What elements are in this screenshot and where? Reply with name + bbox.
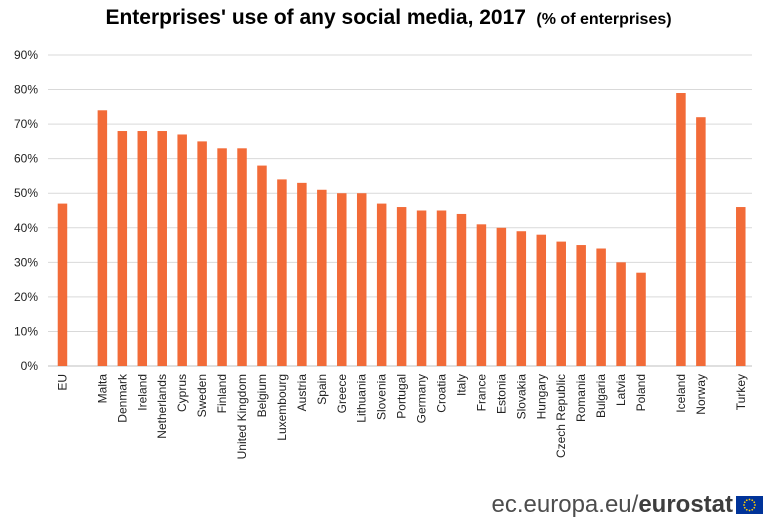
flag-star bbox=[745, 499, 748, 502]
bar-sweden bbox=[197, 141, 207, 366]
flag-star bbox=[754, 504, 756, 506]
x-tick-label: Belgium bbox=[255, 374, 269, 417]
bar-poland bbox=[636, 272, 646, 366]
bar-germany bbox=[416, 210, 427, 366]
x-tick-label: Spain bbox=[315, 374, 329, 405]
bar-france bbox=[476, 224, 487, 366]
bar-hungary bbox=[536, 234, 547, 366]
flag-star bbox=[745, 508, 748, 511]
y-tick-label: 10% bbox=[14, 324, 38, 338]
x-tick-label: France bbox=[474, 374, 488, 412]
x-tick-label: Austria bbox=[295, 374, 309, 412]
x-tick-label: Czech Republic bbox=[554, 374, 568, 458]
bar-malta bbox=[97, 110, 108, 367]
x-tick-label: Croatia bbox=[435, 374, 449, 413]
x-tick-label: Finland bbox=[215, 374, 229, 413]
x-tick-label: EU bbox=[55, 374, 69, 391]
source-credit: ec.europa.eu/eurostat bbox=[492, 491, 733, 519]
flag-field bbox=[736, 496, 763, 514]
bar-lithuania bbox=[356, 193, 367, 366]
x-tick-label: Denmark bbox=[115, 373, 129, 423]
bar-netherlands bbox=[157, 131, 167, 366]
flag-star bbox=[743, 501, 746, 504]
x-tick-label: Lithuania bbox=[355, 374, 369, 423]
x-tick-label: Germany bbox=[415, 374, 429, 423]
x-tick-label: Malta bbox=[95, 374, 109, 404]
bar-slovenia bbox=[376, 203, 387, 366]
y-tick-label: 90% bbox=[14, 48, 38, 62]
x-tick-label: Bulgaria bbox=[594, 374, 608, 418]
bar-ireland bbox=[137, 131, 148, 366]
bar-belgium bbox=[257, 165, 267, 366]
bar-luxembourg bbox=[277, 179, 287, 366]
chart-subtitle: (% of enterprises) bbox=[536, 11, 672, 28]
flag-star bbox=[751, 499, 754, 502]
flag-star bbox=[751, 508, 754, 511]
x-tick-label: Norway bbox=[694, 374, 708, 415]
y-tick-label: 30% bbox=[14, 255, 38, 269]
x-tick-label: Luxembourg bbox=[275, 374, 289, 441]
y-tick-label: 20% bbox=[14, 290, 38, 304]
bar-slovakia bbox=[516, 231, 527, 366]
x-tick-label: Ireland bbox=[135, 374, 149, 411]
flag-star bbox=[743, 504, 745, 506]
x-tick-label: Sweden bbox=[195, 374, 209, 417]
x-tick-label: United Kingdom bbox=[235, 374, 249, 459]
x-tick-label: Estonia bbox=[494, 374, 508, 414]
bar-greece bbox=[337, 193, 347, 366]
y-tick-label: 50% bbox=[14, 186, 38, 200]
source-brand: eurostat bbox=[638, 491, 733, 518]
eu-flag-icon bbox=[736, 496, 763, 514]
bar-eu bbox=[57, 203, 68, 366]
y-tick-label: 60% bbox=[14, 152, 38, 166]
bar-romania bbox=[576, 245, 586, 366]
x-tick-label: Italy bbox=[454, 374, 468, 396]
x-tick-label: Romania bbox=[574, 374, 588, 422]
y-tick-label: 40% bbox=[14, 221, 38, 235]
x-tick-label: Cyprus bbox=[175, 374, 189, 412]
bar-austria bbox=[297, 182, 307, 366]
flag-star bbox=[748, 498, 751, 501]
bar-spain bbox=[317, 189, 327, 366]
y-tick-label: 80% bbox=[14, 83, 38, 97]
bar-bulgaria bbox=[596, 248, 606, 366]
bar-estonia bbox=[496, 227, 507, 366]
y-tick-label: 70% bbox=[14, 117, 38, 131]
x-tick-label: Portugal bbox=[395, 374, 409, 419]
flag-star bbox=[743, 506, 746, 509]
bar-united-kingdom bbox=[237, 148, 247, 366]
bar-latvia bbox=[616, 262, 626, 366]
bar-czech-republic bbox=[556, 241, 566, 366]
x-tick-label: Turkey bbox=[734, 374, 748, 410]
x-tick-label: Slovakia bbox=[514, 374, 528, 420]
x-tick-label: Iceland bbox=[674, 374, 688, 413]
y-tick-label: 0% bbox=[21, 359, 39, 373]
source-domain: ec.europa.eu/ bbox=[491, 491, 639, 518]
bar-iceland bbox=[676, 93, 686, 366]
x-tick-label: Latvia bbox=[614, 374, 628, 406]
bar-denmark bbox=[117, 131, 128, 366]
x-tick-label: Slovenia bbox=[375, 374, 389, 420]
x-tick-label: Netherlands bbox=[155, 374, 169, 439]
bar-norway bbox=[696, 117, 706, 366]
flag-star bbox=[753, 506, 756, 509]
x-tick-label: Greece bbox=[335, 374, 349, 414]
bar-turkey bbox=[736, 207, 746, 366]
flag-star bbox=[753, 501, 756, 504]
chart-title: Enterprises' use of any social media, 20… bbox=[0, 6, 777, 30]
flag-star bbox=[748, 509, 751, 512]
bar-finland bbox=[217, 148, 227, 366]
x-tick-label: Poland bbox=[634, 374, 648, 411]
chart-title-main: Enterprises' use of any social media, 20… bbox=[105, 6, 526, 29]
bar-croatia bbox=[436, 210, 447, 366]
bar-cyprus bbox=[177, 134, 187, 366]
x-tick-label: Hungary bbox=[534, 374, 548, 419]
bar-portugal bbox=[396, 207, 407, 366]
bar-italy bbox=[456, 213, 467, 366]
